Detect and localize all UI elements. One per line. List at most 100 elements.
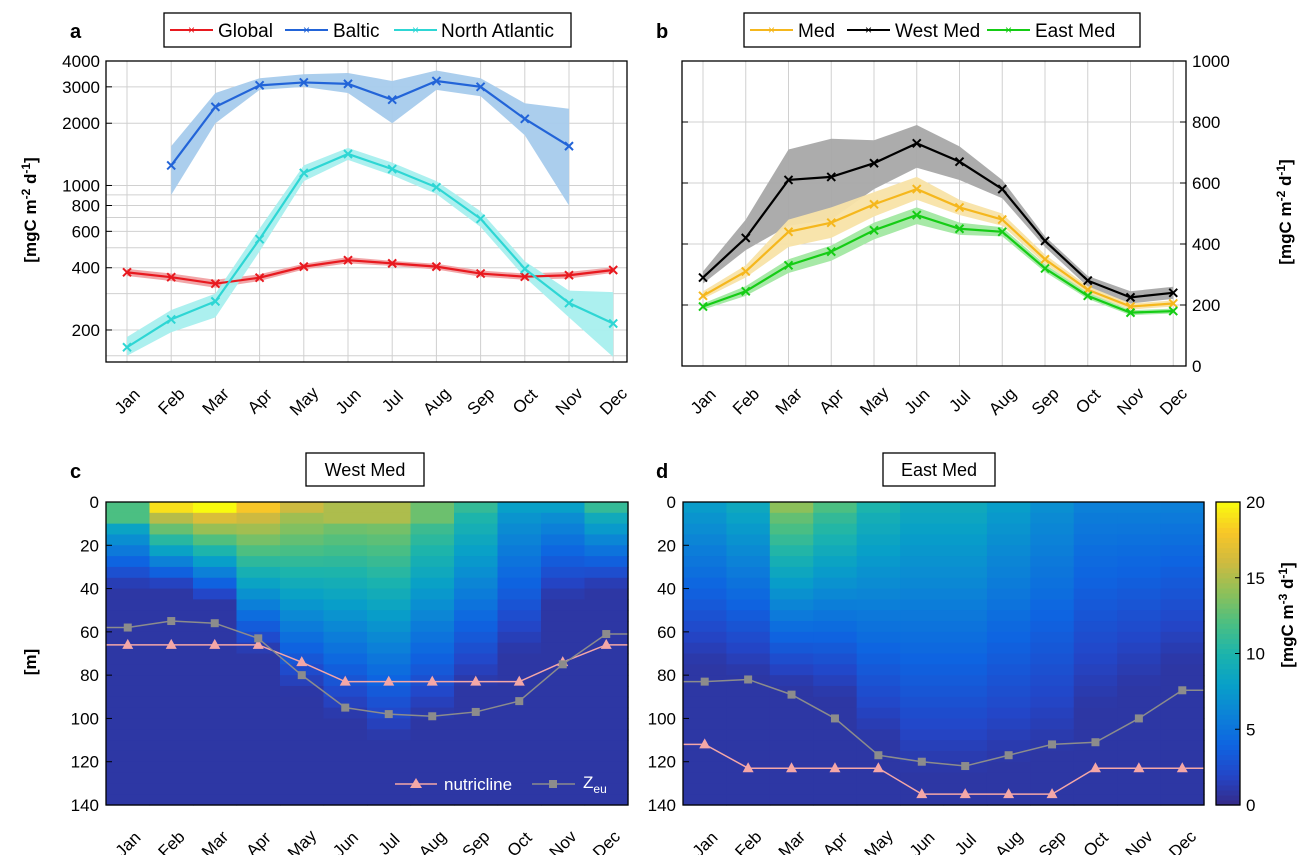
d-cell-apr-60 (813, 632, 857, 643)
c-cell-apr-5 (237, 513, 281, 524)
colorbar-step-23 (1216, 684, 1240, 690)
legend-b-wmed-label: West Med (895, 21, 980, 42)
d-cell-oct-75 (1074, 664, 1118, 675)
colorbar-step-4 (1216, 780, 1240, 786)
d-cell-mar-55 (770, 621, 814, 632)
d-cell-apr-115 (813, 751, 857, 762)
c-cell-oct-70 (498, 654, 542, 665)
b-xtick-feb: Feb (729, 384, 763, 418)
c-cell-dec-35 (585, 578, 629, 589)
a-xtick-apr: Apr (244, 385, 276, 417)
d-cell-aug-50 (987, 610, 1031, 621)
d-cell-oct-90 (1074, 697, 1118, 708)
c-cell-mar-25 (193, 556, 237, 567)
c-cell-apr-55 (237, 621, 281, 632)
c-cell-jul-0 (367, 502, 411, 513)
legend-a-global-marker: × (188, 23, 195, 37)
d-cell-mar-110 (770, 740, 814, 751)
d-cell-nov-10 (1117, 524, 1161, 535)
d-cell-apr-45 (813, 599, 857, 610)
c-cell-dec-105 (585, 729, 629, 740)
d-ytick-140: 140 (648, 796, 676, 815)
c-cell-jul-55 (367, 621, 411, 632)
d-cell-dec-125 (1161, 773, 1205, 784)
d-cell-mar-40 (770, 589, 814, 600)
c-cell-oct-40 (498, 589, 542, 600)
d-cell-may-130 (857, 783, 901, 794)
d-cell-dec-65 (1161, 643, 1205, 654)
d-cell-nov-80 (1117, 675, 1161, 686)
c-cell-nov-10 (541, 524, 585, 535)
c-xtick-may: May (284, 826, 320, 855)
d-cell-jun-20 (900, 545, 944, 556)
d-cell-jul-85 (944, 686, 988, 697)
d-cell-may-35 (857, 578, 901, 589)
c-cell-aug-50 (411, 610, 455, 621)
colorbar-step-37 (1216, 613, 1240, 619)
ylabel-c: [m] (21, 649, 40, 675)
d-cell-mar-80 (770, 675, 814, 686)
colorbar-step-57 (1216, 512, 1240, 518)
d-cell-feb-40 (726, 589, 770, 600)
d-cell-aug-125 (987, 773, 1031, 784)
c-cell-nov-90 (541, 697, 585, 708)
c-xtick-jun: Jun (329, 828, 362, 855)
d-cell-dec-10 (1161, 524, 1205, 535)
d-cell-oct-55 (1074, 621, 1118, 632)
c-cell-jun-70 (324, 654, 368, 665)
c-cell-may-15 (280, 534, 324, 545)
d-cell-sep-20 (1030, 545, 1074, 556)
d-cell-jan-0 (683, 502, 727, 513)
c-cell-sep-45 (454, 599, 498, 610)
d-cell-oct-0 (1074, 502, 1118, 513)
a-xtick-sep: Sep (464, 384, 499, 419)
d-cell-oct-125 (1074, 773, 1118, 784)
colorbar-step-10 (1216, 749, 1240, 755)
c-cell-apr-50 (237, 610, 281, 621)
c-cell-nov-100 (541, 718, 585, 729)
c-cell-jul-5 (367, 513, 411, 524)
c-cell-oct-45 (498, 599, 542, 610)
c-cell-oct-110 (498, 740, 542, 751)
c-cell-sep-25 (454, 556, 498, 567)
d-ytick-20: 20 (657, 536, 676, 555)
c-marker-z-eu-jan (124, 624, 132, 632)
legend-b-wmed-marker: × (865, 23, 872, 37)
c-cell-may-40 (280, 589, 324, 600)
d-cell-apr-110 (813, 740, 857, 751)
c-cell-mar-35 (193, 578, 237, 589)
c-cell-jul-75 (367, 664, 411, 675)
a-xtick-may: May (286, 383, 322, 419)
colorbar-step-40 (1216, 598, 1240, 604)
d-cell-nov-105 (1117, 729, 1161, 740)
c-cell-apr-80 (237, 675, 281, 686)
d-cell-jun-60 (900, 632, 944, 643)
c-marker-z-eu-mar (211, 619, 219, 627)
c-cell-dec-50 (585, 610, 629, 621)
d-xtick-may: May (861, 826, 897, 855)
c-cell-nov-25 (541, 556, 585, 567)
d-cell-oct-100 (1074, 718, 1118, 729)
d-cell-dec-45 (1161, 599, 1205, 610)
d-cell-may-15 (857, 534, 901, 545)
d-cell-may-105 (857, 729, 901, 740)
d-cell-may-80 (857, 675, 901, 686)
b-xtick-dec: Dec (1156, 384, 1191, 419)
d-marker-z-eu-nov (1135, 714, 1143, 722)
d-cell-sep-10 (1030, 524, 1074, 535)
colorbar-step-25 (1216, 674, 1240, 680)
d-cell-sep-80 (1030, 675, 1074, 686)
b-ytick-600: 600 (1192, 174, 1220, 193)
d-cell-jan-35 (683, 578, 727, 589)
d-cell-feb-125 (726, 773, 770, 784)
c-cell-jan-120 (106, 762, 150, 773)
c-cell-aug-20 (411, 545, 455, 556)
d-cell-jul-105 (944, 729, 988, 740)
c-cell-may-45 (280, 599, 324, 610)
d-cell-apr-20 (813, 545, 857, 556)
d-cell-sep-0 (1030, 502, 1074, 513)
c-cell-jan-115 (106, 751, 150, 762)
a-ytick-200: 200 (72, 321, 100, 340)
c-cell-jun-25 (324, 556, 368, 567)
c-cell-jul-40 (367, 589, 411, 600)
